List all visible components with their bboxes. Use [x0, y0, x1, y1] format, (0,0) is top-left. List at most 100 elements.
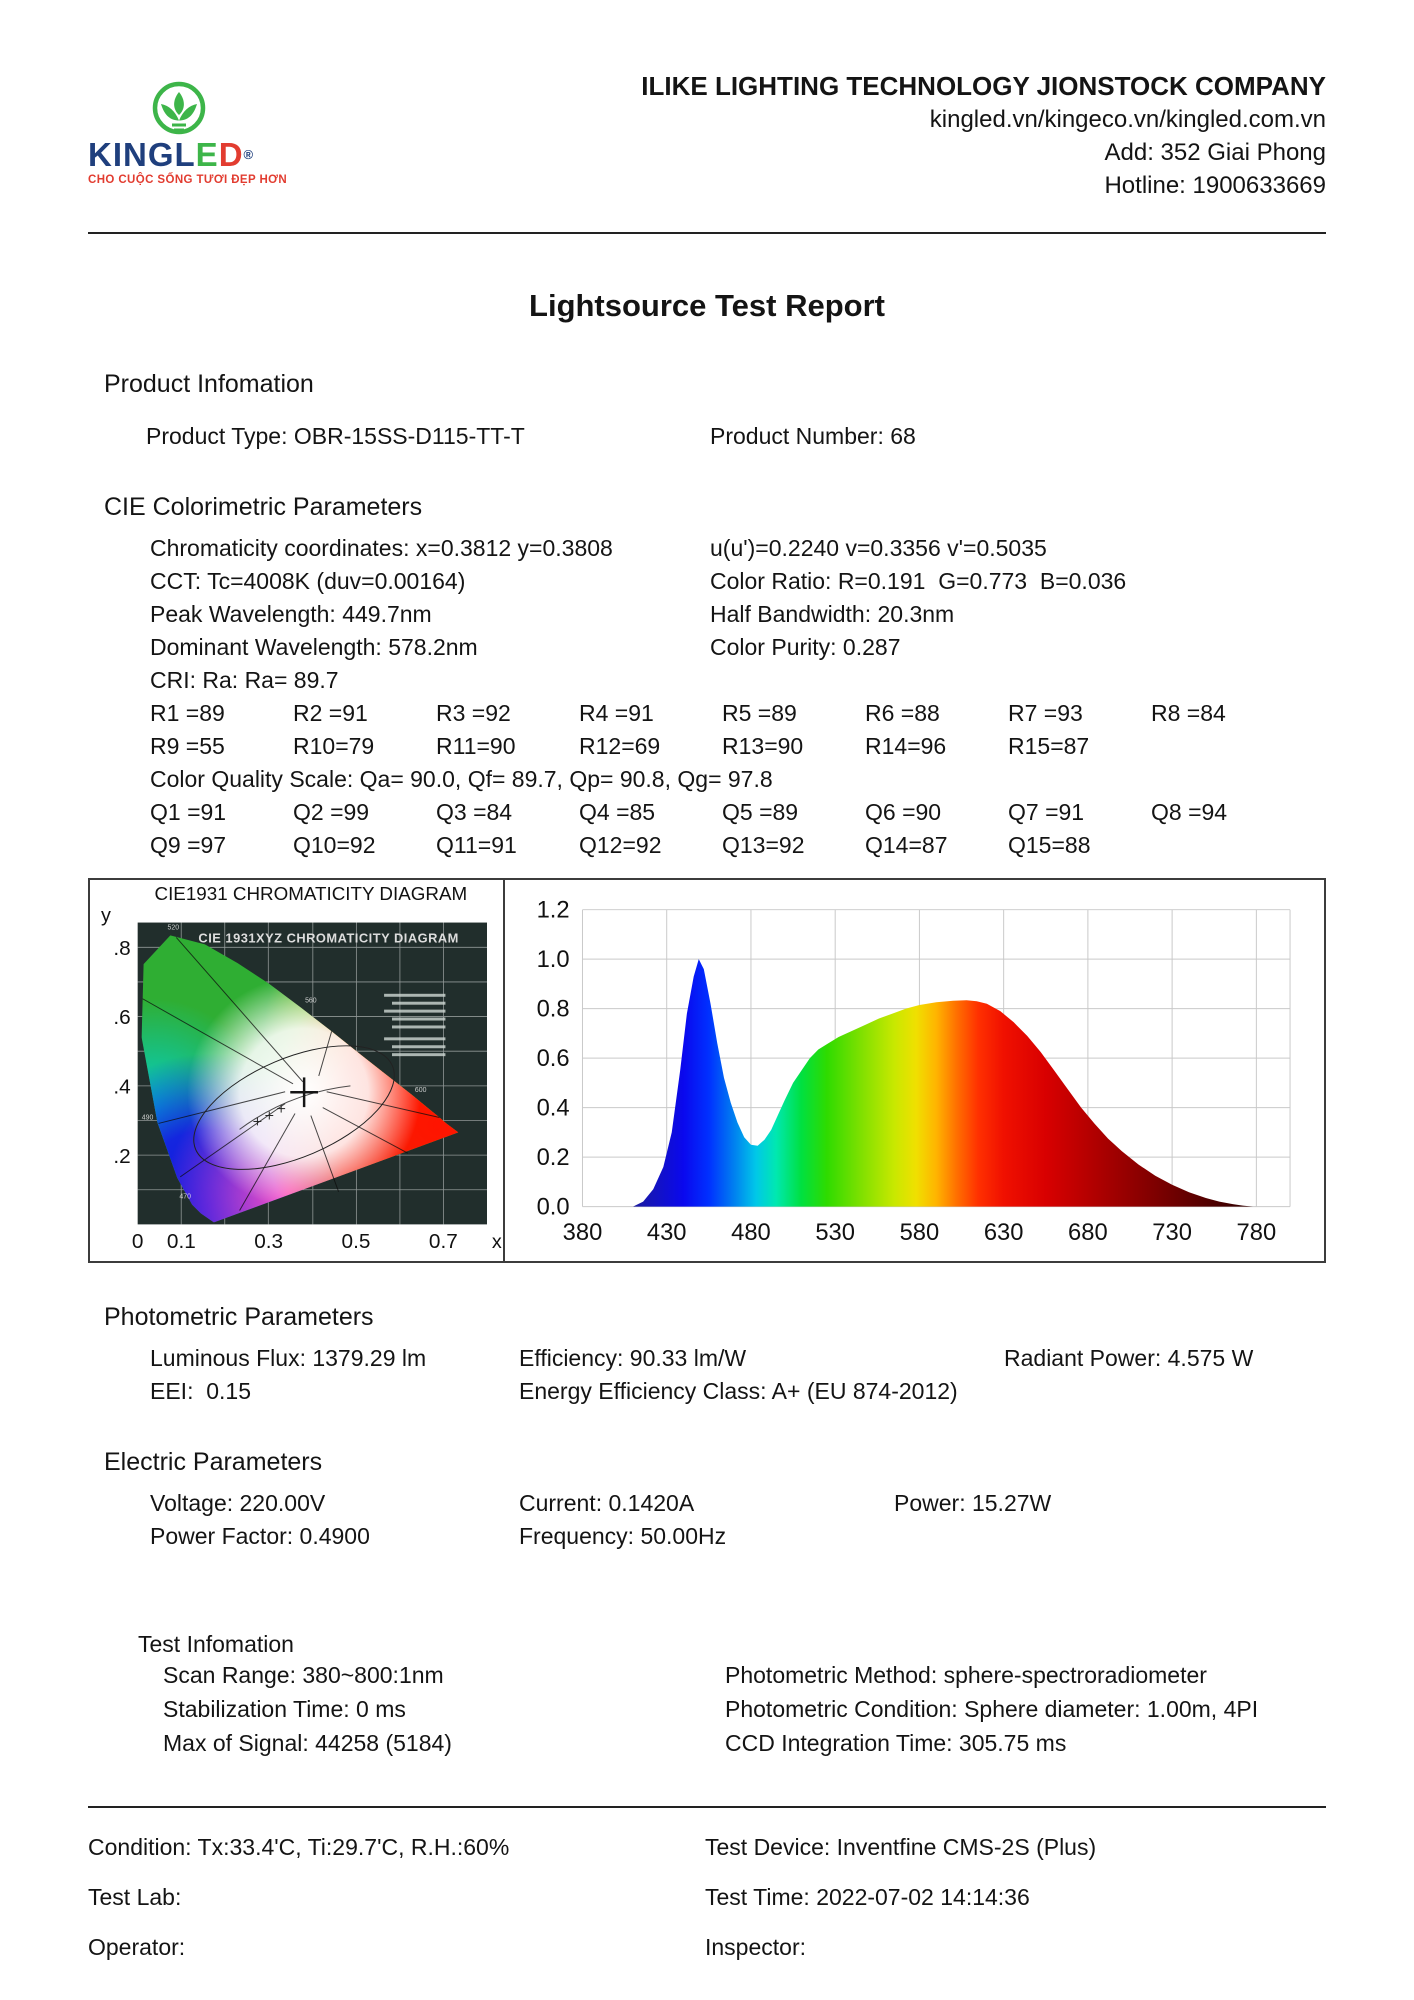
registered-mark: ® — [243, 147, 255, 162]
footer-row-3: Operator: Inspector: — [88, 1922, 1326, 1972]
svg-text:0: 0 — [132, 1230, 144, 1253]
company-hotline: Hotline: 1900633669 — [1104, 172, 1326, 199]
product-row: Product Type: OBR-15SS-D115-TT-T Product… — [88, 419, 1326, 453]
cie1931-chart: CIE1931 CHROMATICITY DIAGRAM y x — [90, 880, 505, 1261]
footer-divider — [88, 1806, 1326, 1808]
peak-wavelength: Peak Wavelength: 449.7nm — [150, 601, 432, 627]
cqs-row: Color Quality Scale: Qa= 90.0, Qf= 89.7,… — [150, 763, 1326, 796]
cri-r1-r8-row: R1 =89 R2 =91 R3 =92 R4 =91 R5 =89 R6 =88 R7 =… — [150, 697, 1326, 730]
peak-row: Peak Wavelength: 449.7nm Half Bandwidth:… — [150, 598, 1326, 631]
radiant-power: Radiant Power: 4.575 W — [1004, 1345, 1254, 1371]
test-condition: Condition: Tx:33.4'C, Ti:29.7'C, R.H.:60… — [88, 1834, 510, 1860]
svg-text:0.6: 0.6 — [537, 1045, 570, 1072]
svg-text:520: 520 — [168, 924, 180, 931]
value-cell: R14=96 — [865, 733, 947, 759]
value-cell: Q11=91 — [436, 832, 517, 858]
value-cell: R11=90 — [436, 733, 516, 759]
dominant-wavelength: Dominant Wavelength: 578.2nm — [150, 634, 478, 660]
inspector: Inspector: — [705, 1934, 806, 1960]
svg-text:0.7: 0.7 — [429, 1230, 458, 1253]
electric-parameters: Voltage: 220.00V Current: 0.1420A Power:… — [88, 1487, 1326, 1553]
value-cell: Q10=92 — [293, 832, 376, 858]
report-title: Lightsource Test Report — [529, 288, 885, 323]
value-cell: R4 =91 — [579, 700, 654, 726]
spectrum-axis-labels: 0.0 0.2 0.4 0.6 0.8 1.0 1.2 380 430 480 530 580 630 6… — [537, 897, 1277, 1247]
value-cell: Q15=88 — [1008, 832, 1091, 858]
reference-point-marks — [253, 1104, 286, 1126]
svg-text:480: 480 — [731, 1219, 771, 1246]
white-region-ellipse — [193, 1045, 395, 1170]
section-photometric-heading: Photometric Parameters — [104, 1303, 374, 1331]
measured-point-cross-marker — [290, 1077, 318, 1108]
ccd-integration-time: CCD Integration Time: 305.75 ms — [725, 1730, 1067, 1756]
svg-text:0.0: 0.0 — [537, 1193, 570, 1220]
photometric-condition: Photometric Condition: Sphere diameter: … — [725, 1696, 1259, 1722]
value-cell: R15=87 — [1008, 733, 1090, 759]
cie-ticks-and-marker: 0 0.1 0.3 0.5 0.7 .2 .4 .6 .8 520 560 600 490 470 — [113, 924, 457, 1253]
dominant-row: Dominant Wavelength: 578.2nm Color Purit… — [150, 631, 1326, 664]
planckian-locus-line — [239, 1085, 351, 1130]
svg-text:630: 630 — [984, 1219, 1024, 1246]
color-ratio: Color Ratio: R=0.191 G=0.773 B=0.036 — [710, 568, 1127, 594]
svg-text:580: 580 — [900, 1219, 940, 1246]
scan-range: Scan Range: 380~800:1nm — [163, 1662, 444, 1688]
cri-row: CRI: Ra: Ra= 89.7 — [150, 664, 1326, 697]
value-cell: Q13=92 — [722, 832, 805, 858]
color-region-boundaries — [142, 937, 440, 1211]
electric-row-2: Power Factor: 0.4900 Frequency: 50.00Hz — [150, 1520, 1326, 1553]
testinfo-row-1: Scan Range: 380~800:1nm Photometric Meth… — [88, 1658, 1326, 1692]
photometric-row-2: EEI: 0.15 Energy Efficiency Class: A+ (E… — [150, 1375, 1326, 1408]
cri-r9-r15-row: R9 =55 R10=79 R11=90 R12=69 R13=90 R14=96 R15=… — [150, 730, 1326, 763]
product-number: Product Number: 68 — [710, 423, 916, 449]
svg-text:0.4: 0.4 — [537, 1095, 570, 1122]
brand-king: KINGL — [88, 136, 196, 173]
svg-text:0.3: 0.3 — [254, 1230, 283, 1253]
value-cell: R9 =55 — [150, 733, 225, 759]
company-website: kingled.vn/kingeco.vn/kingled.com.vn — [929, 106, 1326, 133]
svg-text:.4: .4 — [113, 1076, 130, 1099]
cri-value: CRI: Ra: Ra= 89.7 — [150, 667, 339, 693]
value-cell: Q7 =91 — [1008, 799, 1085, 825]
diagram-legend-block — [384, 993, 446, 1057]
cct-row: CCT: Tc=4008K (duv=0.00164) Color Ratio:… — [150, 565, 1326, 598]
luminous-flux: Luminous Flux: 1379.29 lm — [150, 1345, 427, 1371]
svg-text:600: 600 — [415, 1087, 427, 1094]
svg-text:1.0: 1.0 — [537, 946, 570, 973]
electric-row-1: Voltage: 220.00V Current: 0.1420A Power:… — [150, 1487, 1326, 1520]
value-cell: Q5 =89 — [722, 799, 799, 825]
product-type: Product Type: OBR-15SS-D115-TT-T — [146, 423, 525, 449]
svg-text:560: 560 — [305, 998, 317, 1005]
photometric-method: Photometric Method: sphere-spectroradiom… — [725, 1662, 1207, 1688]
footer: Condition: Tx:33.4'C, Ti:29.7'C, R.H.:60… — [88, 1822, 1326, 1972]
svg-text:1.2: 1.2 — [537, 897, 570, 924]
eei: EEI: 0.15 — [150, 1378, 252, 1404]
chromaticity-row: Chromaticity coordinates: x=0.3812 y=0.3… — [150, 532, 1326, 565]
section-electric-heading: Electric Parameters — [104, 1448, 323, 1476]
header: KINGLED® CHO CUỘC SỐNG TƯƠI ĐẸP HƠN ILIK… — [88, 54, 1326, 222]
svg-text:0.5: 0.5 — [342, 1230, 371, 1253]
svg-text:.2: .2 — [113, 1145, 130, 1168]
footer-row-2: Test Lab: Test Time: 2022-07-02 14:14:36 — [88, 1872, 1326, 1922]
company-address: Add: 352 Giai Phong — [1104, 139, 1327, 166]
test-information: Test Infomation Scan Range: 380~800:1nm … — [88, 1631, 1326, 1760]
chromaticity-uv: u(u')=0.2240 v=0.3356 v'=0.5035 — [710, 535, 1047, 561]
photometric-row-1: Luminous Flux: 1379.29 lm Efficiency: 90… — [150, 1342, 1326, 1375]
section-cie-heading: CIE Colorimetric Parameters — [104, 493, 423, 521]
stabilization-time: Stabilization Time: 0 ms — [163, 1696, 406, 1722]
spectral-distribution-plot: 0.0 0.2 0.4 0.6 0.8 1.0 1.2 380 430 480 530 580 630 6… — [537, 897, 1291, 1247]
value-cell: R8 =84 — [1151, 700, 1226, 726]
cqs-summary: Color Quality Scale: Qa= 90.0, Qf= 89.7,… — [150, 766, 773, 792]
svg-text:380: 380 — [563, 1219, 603, 1246]
svg-text:530: 530 — [815, 1219, 855, 1246]
power: Power: 15.27W — [894, 1490, 1052, 1516]
section-testinfo-heading: Test Infomation — [138, 1631, 294, 1657]
half-bandwidth: Half Bandwidth: 20.3nm — [710, 601, 955, 627]
value-cell: R1 =89 — [150, 700, 225, 726]
section-product-heading: Product Infomation — [104, 370, 314, 398]
cqs-q9-q15-row: Q9 =97 Q10=92 Q11=91 Q12=92 Q13=92 Q14=87 Q15=… — [150, 829, 1326, 862]
efficiency: Efficiency: 90.33 lm/W — [519, 1345, 747, 1371]
voltage: Voltage: 220.00V — [150, 1490, 326, 1516]
test-time: Test Time: 2022-07-02 14:14:36 — [705, 1884, 1030, 1910]
svg-text:780: 780 — [1237, 1219, 1277, 1246]
